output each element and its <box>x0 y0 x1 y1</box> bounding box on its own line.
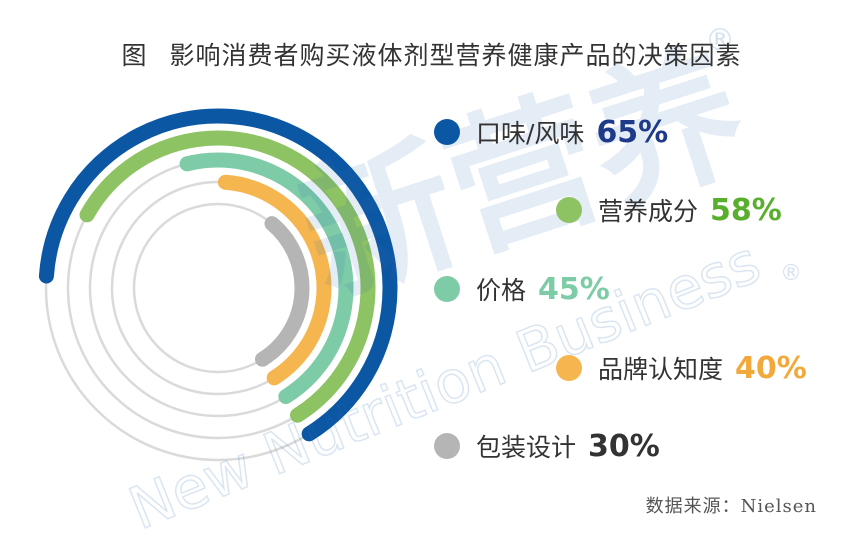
bar-营养成分 <box>79 130 376 423</box>
data-source: 数据来源：Nielsen <box>645 496 817 517</box>
legend-value: 45% <box>538 271 610 307</box>
legend-dot <box>434 119 460 145</box>
legend-label: 品牌认知度 <box>598 355 724 384</box>
legend-label: 价格 <box>476 276 527 305</box>
legend-item: 品牌认知度 40% <box>556 348 807 388</box>
legend-value: 58% <box>710 192 782 228</box>
bar-包装设计 <box>255 216 310 367</box>
legend-item: 营养成分 58% <box>556 190 782 230</box>
legend-label: 口味/风味 <box>476 119 585 148</box>
legend-item: 口味/风味 65% <box>434 112 668 152</box>
legend-dot <box>556 197 582 223</box>
bar-口味/风味 <box>38 108 398 442</box>
chart-bars <box>38 108 398 442</box>
legend-dot <box>434 276 460 302</box>
legend-item: 价格 45% <box>434 269 610 309</box>
legend-value: 40% <box>735 350 807 386</box>
legend-label: 包装设计 <box>476 433 577 462</box>
legend-item: 包装设计 30% <box>434 426 660 466</box>
bar-品牌认知度 <box>217 174 332 386</box>
legend-dot <box>434 433 460 459</box>
legend-dot <box>556 355 582 381</box>
legend-value: 65% <box>596 114 669 150</box>
legend-label: 营养成分 <box>598 197 699 226</box>
chart-title: 图影响消费者购买液体剂型营养健康产品的决策因素 <box>0 36 863 72</box>
title-text: 影响消费者购买液体剂型营养健康产品的决策因素 <box>169 41 742 70</box>
bar-价格 <box>179 152 354 405</box>
figure-label: 图 <box>121 41 148 70</box>
legend-value: 30% <box>588 428 660 464</box>
